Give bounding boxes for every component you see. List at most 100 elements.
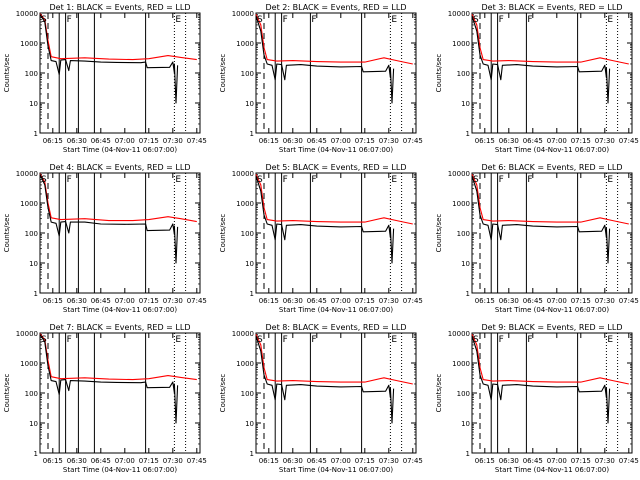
events-series-line (39, 174, 179, 264)
x-tick-label: 07:00 (115, 137, 135, 145)
x-tick-label: 07:30 (379, 457, 399, 465)
y-tick-label: 1 (466, 130, 470, 138)
x-tick-label: 06:30 (499, 297, 519, 305)
lld-series-line (471, 334, 629, 385)
x-tick-label: 06:30 (67, 137, 87, 145)
lld-series-line (39, 173, 197, 223)
events-series-line (255, 335, 395, 424)
lld-series-line (471, 174, 629, 225)
x-tick-label: 07:30 (163, 297, 183, 305)
y-tick-label: 10 (29, 100, 38, 108)
phase-marker: F (283, 175, 288, 185)
panel-title: Det 7: BLACK = Events, RED = LLD (50, 323, 191, 332)
y-tick-label: 10 (461, 420, 470, 428)
y-tick-label: 1000 (236, 200, 254, 208)
phase-marker: S (41, 15, 47, 25)
y-tick-label: 1 (466, 290, 470, 298)
x-tick-label: 06:30 (283, 297, 303, 305)
phase-marker: S (257, 15, 263, 25)
x-tick-label: 06:45 (523, 297, 543, 305)
x-tick-label: 06:45 (91, 297, 111, 305)
x-tick-label: 06:15 (259, 457, 279, 465)
y-axis-label: Counts/sec (435, 374, 443, 413)
y-tick-label: 100 (25, 390, 38, 398)
phase-marker: S (473, 335, 479, 345)
x-tick-label: 07:15 (571, 457, 591, 465)
x-tick-label: 06:15 (43, 137, 63, 145)
detector-panel: Det 3: BLACK = Events, RED = LLD 1 10 100 10… (435, 3, 639, 154)
phase-marker: S (41, 335, 47, 345)
phase-marker: S (257, 175, 263, 185)
x-tick-label: 07:00 (331, 457, 351, 465)
x-tick-label: 06:30 (283, 137, 303, 145)
plot-frame (255, 332, 417, 454)
panel-title: Det 5: BLACK = Events, RED = LLD (266, 163, 407, 172)
x-tick-label: 07:15 (571, 297, 591, 305)
plot-frame (255, 172, 417, 294)
panel-title: Det 1: BLACK = Events, RED = LLD (50, 3, 191, 12)
panel-title: Det 4: BLACK = Events, RED = LLD (50, 163, 191, 172)
x-tick-label: 06:45 (307, 457, 327, 465)
y-tick-label: 1000 (20, 360, 38, 368)
y-tick-label: 1000 (236, 40, 254, 48)
x-tick-label: 07:00 (547, 297, 567, 305)
y-tick-label: 10 (461, 100, 470, 108)
x-tick-label: 07:00 (331, 137, 351, 145)
lld-series-line (39, 13, 197, 61)
events-series-line (255, 15, 395, 104)
x-tick-label: 07:15 (355, 297, 375, 305)
phase-marker: F (311, 15, 316, 25)
x-tick-label: 06:15 (259, 137, 279, 145)
x-tick-label: 06:45 (523, 137, 543, 145)
y-tick-label: 10 (29, 260, 38, 268)
y-axis-label: Counts/sec (435, 214, 443, 253)
y-axis-label: Counts/sec (219, 54, 227, 93)
phase-marker: E (391, 335, 397, 345)
x-tick-label: 06:45 (91, 137, 111, 145)
phase-marker: F (499, 335, 504, 345)
phase-marker: S (257, 335, 263, 345)
phase-marker: F (283, 335, 288, 345)
y-tick-label: 10000 (448, 170, 470, 178)
x-tick-label: 07:30 (595, 297, 615, 305)
detector-panel: Det 9: BLACK = Events, RED = LLD 1 10 100 10… (435, 323, 639, 474)
x-axis-label: Start Time (04-Nov-11 06:07:00) (63, 466, 177, 474)
x-tick-label: 07:15 (139, 137, 159, 145)
y-axis-label: Counts/sec (219, 214, 227, 253)
plot-frame (471, 332, 633, 454)
x-tick-label: 07:45 (187, 137, 207, 145)
panel-title: Det 8: BLACK = Events, RED = LLD (266, 323, 407, 332)
y-tick-label: 10000 (16, 10, 38, 18)
y-tick-label: 10 (461, 260, 470, 268)
panel-title: Det 9: BLACK = Events, RED = LLD (482, 323, 623, 332)
x-axis-label: Start Time (04-Nov-11 06:07:00) (495, 146, 609, 154)
x-tick-label: 07:30 (595, 137, 615, 145)
y-tick-label: 10000 (448, 10, 470, 18)
events-series-line (39, 334, 179, 424)
phase-marker: E (391, 175, 397, 185)
x-tick-label: 06:15 (475, 137, 495, 145)
lld-series-line (255, 14, 413, 65)
plot-frame (471, 172, 633, 294)
x-tick-label: 06:30 (67, 457, 87, 465)
y-tick-label: 100 (25, 230, 38, 238)
phase-marker: E (175, 15, 181, 25)
x-axis-label: Start Time (04-Nov-11 06:07:00) (279, 146, 393, 154)
detector-panel: Det 6: BLACK = Events, RED = LLD 1 10 100 10… (435, 163, 639, 314)
phase-marker: F (67, 15, 72, 25)
lld-series-line (471, 14, 629, 65)
panel-title: Det 6: BLACK = Events, RED = LLD (482, 163, 623, 172)
y-tick-label: 1000 (20, 40, 38, 48)
lld-series-line (39, 333, 197, 381)
detector-panel: Det 2: BLACK = Events, RED = LLD 1 10 100 10… (219, 3, 423, 154)
phase-marker: E (607, 335, 613, 345)
x-tick-label: 07:30 (379, 297, 399, 305)
x-tick-label: 06:15 (43, 457, 63, 465)
x-tick-label: 06:15 (475, 457, 495, 465)
y-tick-label: 10 (29, 420, 38, 428)
x-tick-label: 07:45 (619, 457, 639, 465)
y-tick-label: 10 (245, 100, 254, 108)
x-tick-label: 07:00 (547, 457, 567, 465)
x-tick-label: 07:45 (403, 137, 423, 145)
